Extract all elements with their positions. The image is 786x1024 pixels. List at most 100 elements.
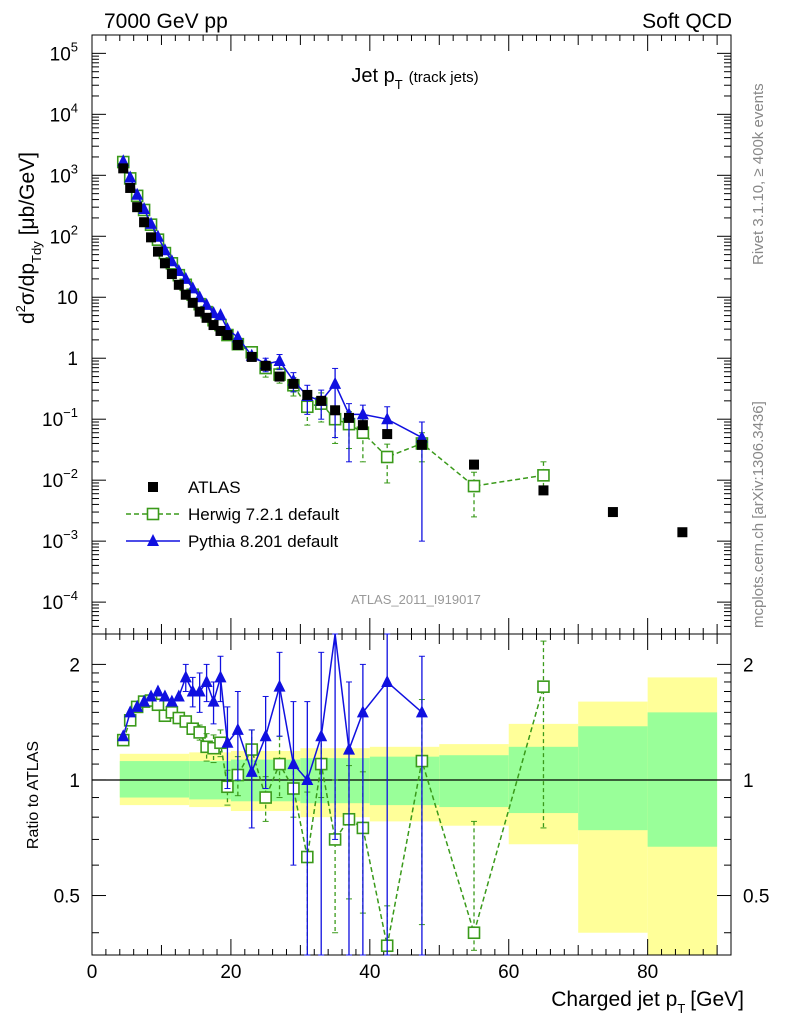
legend-label: ATLAS (188, 478, 241, 497)
atlas-marker (222, 330, 233, 341)
atlas-marker (288, 378, 299, 389)
legend-label: Pythia 8.201 default (188, 532, 339, 551)
atlas-marker (125, 182, 136, 193)
analysis-id: ATLAS_2011_I919017 (351, 592, 481, 607)
rivet-version-text: Rivet 3.1.10, ≥ 400k events (750, 83, 767, 265)
pythia-marker (356, 705, 369, 718)
pythia-marker (207, 694, 220, 707)
herwig-marker (273, 757, 286, 771)
atlas-marker (357, 420, 368, 431)
uncertainty-band-inner (439, 755, 509, 808)
pythia-marker (193, 684, 206, 697)
atlas-marker (139, 217, 150, 228)
atlas-marker (607, 507, 618, 518)
pythia-marker (158, 689, 171, 702)
pythia-marker (151, 684, 164, 697)
pythia-marker (415, 705, 428, 718)
ratio-y-tick-label: 0.5 (743, 887, 769, 908)
pythia-marker (356, 407, 369, 420)
atlas-marker (194, 306, 205, 317)
pythia-marker (131, 699, 144, 712)
pythia-marker (145, 689, 158, 702)
atlas-marker (159, 258, 170, 269)
x-tick-label: 40 (359, 962, 380, 983)
y-tick-label: 105 (50, 39, 78, 65)
y-tick-label: 103 (50, 161, 78, 187)
atlas-marker (260, 360, 271, 371)
ratio-panel: 0 20 40 60 80 0.5 0.5 1 1 2 2 (54, 35, 769, 983)
pythia-marker (165, 694, 178, 707)
header-left: 7000 GeV pp (104, 10, 228, 33)
atlas-marker (316, 395, 327, 406)
uncertainty-band-inner (369, 756, 440, 806)
y-tick-label: 10−4 (42, 588, 78, 614)
atlas-marker (146, 232, 157, 243)
pythia-marker (381, 412, 394, 425)
atlas-marker (302, 389, 313, 400)
x-tick-label: 80 (637, 962, 658, 983)
herwig-marker (193, 726, 206, 739)
pythia-marker (381, 674, 394, 687)
pythia-marker (172, 689, 185, 702)
pythia-marker (117, 729, 130, 742)
herwig-marker (259, 791, 272, 804)
pythia-marker (273, 354, 286, 367)
atlas-marker (118, 163, 129, 174)
pythia-marker (200, 674, 213, 687)
herwig-marker (151, 698, 165, 712)
ratio-y-tick-label: 1 (69, 771, 80, 792)
pythia-marker (214, 308, 227, 321)
atlas-marker (677, 527, 688, 538)
atlas-marker (166, 269, 177, 280)
pythia-marker (124, 170, 137, 183)
x-tick-label: 20 (220, 962, 241, 983)
pythia-marker (273, 679, 286, 692)
pythia-marker (124, 705, 137, 718)
pythia-marker (301, 772, 314, 785)
herwig-marker (146, 507, 160, 521)
pythia-marker (231, 330, 244, 343)
pythia-marker (131, 187, 144, 200)
atlas-marker (148, 482, 158, 492)
ratio-y-label: Ratio to ATLAS (25, 741, 42, 849)
pythia-marker (214, 670, 227, 683)
pythia-marker (342, 742, 355, 755)
main-title: Jet pT (track jets) (351, 65, 478, 92)
pythia-marker (287, 757, 300, 770)
atlas-marker (215, 325, 226, 336)
pythia-line (122, 160, 423, 439)
herwig-marker (467, 479, 481, 493)
ratio-y-tick-label: 1 (743, 771, 754, 792)
y-axis-label: d2σ/dpTdy[μb/GeV] (13, 152, 44, 324)
x-axis-label: Charged jet pT [GeV] (551, 988, 744, 1016)
mcplots-text: mcplots.cern.ch [arXiv:1306.3436] (750, 401, 767, 628)
herwig-marker (179, 715, 193, 728)
uncertainty-band-inner (578, 726, 648, 831)
atlas-marker (469, 459, 480, 470)
pythia-marker (147, 534, 159, 546)
y-tick-label: 10 (57, 288, 78, 309)
pythia-marker (415, 430, 428, 443)
y-tick-label: 10−2 (42, 466, 78, 492)
atlas-marker (274, 371, 285, 382)
x-tick-label: 0 (87, 962, 98, 983)
atlas-marker (132, 202, 143, 213)
herwig-marker (380, 450, 394, 464)
y-tick-label: 102 (50, 222, 78, 248)
uncertainty-band-inner (119, 761, 190, 798)
herwig-marker (537, 469, 550, 482)
pythia-marker (245, 764, 258, 777)
legend: ATLAS Herwig 7.2.1 default Pythia 8.201 de… (126, 478, 339, 551)
atlas-marker (246, 351, 257, 362)
ratio-y-tick-label: 2 (69, 655, 80, 676)
atlas-marker (416, 439, 427, 450)
y-tick-label: 10−1 (42, 405, 78, 431)
pythia-marker (329, 376, 342, 389)
herwig-marker (537, 680, 550, 693)
atlas-marker (187, 297, 198, 308)
pythia-marker (179, 670, 192, 683)
x-tick-label: 60 (498, 962, 519, 983)
y-tick-label: 10−3 (42, 527, 78, 553)
